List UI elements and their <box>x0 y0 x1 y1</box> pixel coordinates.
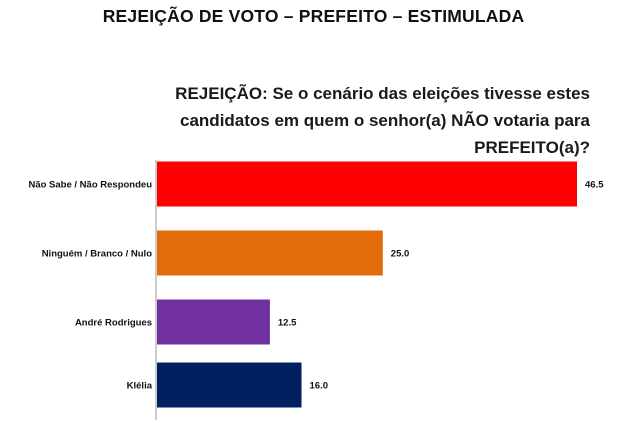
value-label: 25.0 <box>391 249 410 260</box>
bar <box>157 300 270 345</box>
bar <box>157 162 577 207</box>
bar <box>157 363 302 408</box>
category-label: Não Sabe / Não Respondeu <box>28 180 152 191</box>
category-label: André Rodrigues <box>75 318 152 329</box>
category-label: Ninguém / Branco / Nulo <box>42 249 153 260</box>
bar <box>157 231 383 276</box>
value-label: 46.5 <box>585 180 604 191</box>
category-label: Klélia <box>127 381 153 392</box>
value-label: 12.5 <box>278 318 297 329</box>
value-label: 16.0 <box>310 381 329 392</box>
